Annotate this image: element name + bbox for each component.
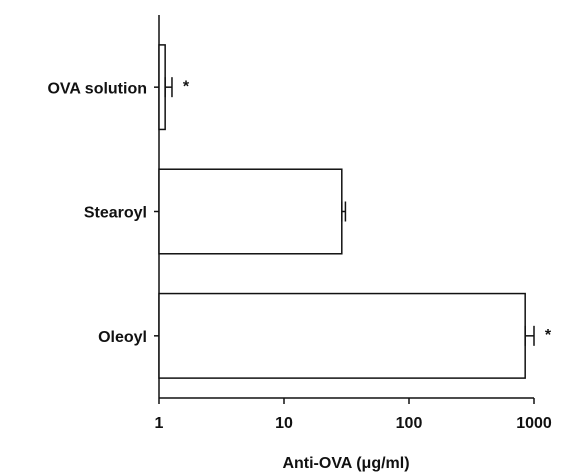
- y-tick-label: OVA solution: [47, 80, 147, 97]
- x-axis-title: Anti-OVA (μg/ml): [282, 455, 409, 472]
- x-tick-label: 100: [396, 415, 423, 432]
- x-tick-label: 10: [275, 415, 293, 432]
- bar: [158, 292, 526, 379]
- y-tick-label: Stearoyl: [84, 205, 147, 222]
- annotation: *: [183, 78, 190, 95]
- bar: [158, 168, 343, 255]
- y-tick-label: Oleoyl: [98, 329, 147, 346]
- bar: [158, 44, 166, 131]
- annotation: *: [545, 327, 552, 344]
- x-tick-label: 1000: [516, 415, 552, 432]
- x-tick-label: 1: [155, 415, 164, 432]
